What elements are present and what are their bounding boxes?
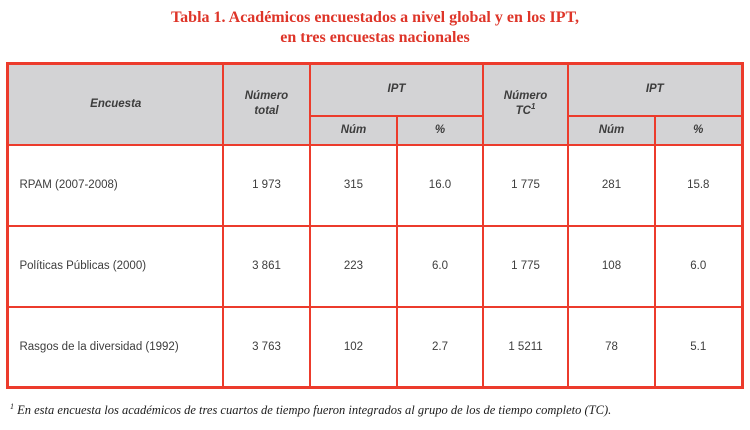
cell-tc-ipt-pct: 15.8 — [653, 143, 744, 227]
cell-numero-tc: 1 5211 — [482, 305, 569, 389]
table-title-line2: en tres encuestas nacionales — [280, 28, 470, 46]
header-pct-left: % — [395, 114, 485, 146]
table-title: Tabla 1. Académicos encuestados a nivel … — [0, 8, 750, 47]
footnote-superscript: 1 — [10, 401, 14, 411]
cell-tc-ipt-num: 78 — [567, 305, 656, 389]
header-numero-tc: Número TC1 — [482, 62, 569, 146]
cell-numero-tc: 1 775 — [482, 143, 569, 227]
header-ipt-right: IPT — [566, 62, 744, 117]
header-numero-tc-superscript: 1 — [530, 102, 536, 112]
header-num-left: Núm — [308, 114, 398, 146]
cell-tc-ipt-num: 108 — [567, 224, 656, 308]
cell-numero-total: 1 973 — [221, 143, 311, 227]
cell-numero-tc: 1 775 — [482, 224, 569, 308]
cell-encuesta: RPAM (2007-2008) — [6, 143, 224, 227]
header-numero-total-label: Número total — [244, 90, 289, 118]
header-ipt-left: IPT — [308, 62, 485, 117]
table-row: Rasgos de la diversidad (1992) 3 763 102… — [6, 305, 744, 389]
table-title-line1: Tabla 1. Académicos encuestados a nivel … — [170, 9, 580, 26]
cell-tc-ipt-pct: 5.1 — [653, 305, 744, 389]
header-numero-total: Número total — [221, 62, 311, 146]
cell-ipt-pct: 2.7 — [395, 305, 485, 389]
footnote: 1 En esta encuesta los académicos de tre… — [10, 401, 750, 418]
footnote-text: En esta encuesta los académicos de tres … — [17, 403, 612, 418]
header-numero-tc-label: Número TC — [503, 90, 548, 118]
header-num-right: Núm — [567, 114, 656, 146]
cell-tc-ipt-pct: 6.0 — [653, 224, 744, 308]
table-row: RPAM (2007-2008) 1 973 315 16.0 1 775 28… — [6, 143, 744, 227]
header-encuesta: Encuesta — [6, 62, 224, 146]
cell-encuesta: Políticas Públicas (2000) — [6, 224, 224, 308]
cell-ipt-num: 315 — [308, 143, 398, 227]
header-row-sub: Núm % Núm % — [8, 114, 744, 146]
cell-ipt-pct: 16.0 — [395, 143, 485, 227]
cell-numero-total: 3 861 — [221, 224, 311, 308]
header-row-main: Encuesta Número total IPT Número TC1 IPT — [6, 62, 744, 146]
header-pct-right: % — [653, 114, 744, 146]
cell-tc-ipt-num: 281 — [567, 143, 656, 227]
cell-ipt-pct: 6.0 — [395, 224, 485, 308]
cell-numero-total: 3 763 — [221, 305, 311, 389]
cell-encuesta: Rasgos de la diversidad (1992) — [6, 305, 224, 389]
encuestas-table: Encuesta Número total IPT Número TC1 IPT… — [6, 62, 744, 390]
cell-ipt-num: 223 — [308, 224, 398, 308]
table-row: Políticas Públicas (2000) 3 861 223 6.0 … — [6, 224, 744, 308]
cell-ipt-num: 102 — [308, 305, 398, 389]
